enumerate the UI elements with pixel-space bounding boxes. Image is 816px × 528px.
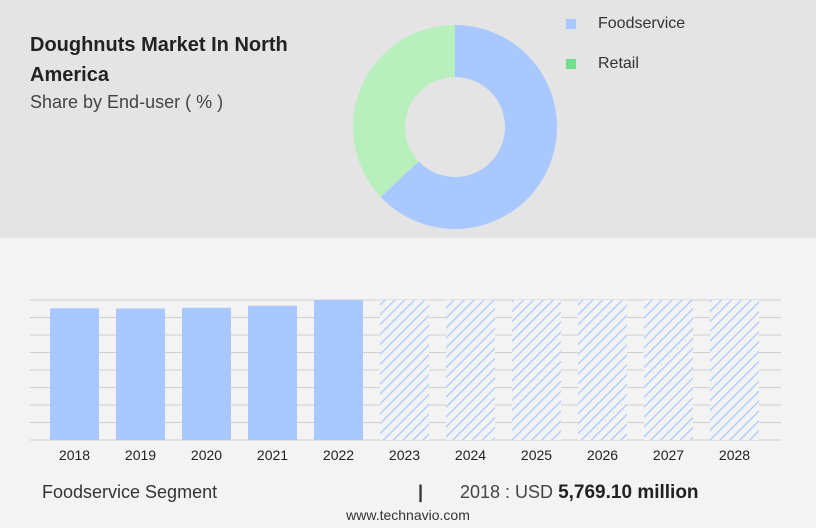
x-tick-label: 2021	[257, 447, 288, 463]
x-tick-label: 2023	[389, 447, 420, 463]
x-tick-label: 2026	[587, 447, 618, 463]
bar-chart: 2018 2019 2020 2021 2022 2023 2024 2025 2026 2027…	[30, 299, 781, 463]
chart-title: Doughnuts Market In North America	[30, 34, 288, 86]
divider: |	[418, 482, 424, 502]
segment-name: Foodservice Segment	[42, 482, 218, 502]
forecast-bar-2023	[380, 300, 429, 440]
x-tick-label: 2025	[521, 447, 552, 463]
legend: Foodservice Retail	[566, 12, 685, 92]
donut-slice-retail	[353, 25, 455, 197]
donut-slice-foodservice	[380, 25, 557, 229]
chart-subtitle: Share by End-user ( % )	[30, 92, 224, 112]
footer: Foodservice Segment | 2018 : USD 5,769.1…	[0, 474, 816, 514]
legend-swatch-foodservice	[566, 19, 576, 29]
x-tick-label: 2019	[125, 447, 156, 463]
forecast-bar-2026	[578, 300, 627, 440]
x-tick-label: 2018	[59, 447, 90, 463]
bar-2020	[182, 307, 231, 440]
legend-swatch-retail	[566, 59, 576, 69]
x-tick-label: 2020	[191, 447, 222, 463]
x-tick-label: 2022	[323, 447, 354, 463]
stat: 2018 : USD 5,769.10 million	[460, 482, 699, 504]
legend-item-retail: Retail	[566, 52, 685, 76]
legend-label-retail: Retail	[598, 55, 639, 72]
forecast-bar-2024	[446, 300, 495, 440]
bar-2021	[248, 305, 297, 440]
legend-item-foodservice: Foodservice	[566, 12, 685, 36]
x-tick-label: 2024	[455, 447, 486, 463]
bar-2018	[50, 308, 99, 440]
stat-prefix: 2018 : USD	[460, 482, 554, 502]
bar-2019	[116, 308, 165, 440]
x-tick-label: 2028	[719, 447, 750, 463]
legend-label-foodservice: Foodservice	[598, 15, 686, 32]
donut-chart	[353, 25, 557, 229]
forecast-bar-2028	[710, 300, 759, 440]
site-url[interactable]: www.technavio.com	[346, 507, 470, 523]
forecast-bar-2025	[512, 300, 561, 440]
top-panel: Doughnuts Market In North America Share …	[0, 0, 816, 238]
x-axis-labels: 2018 2019 2020 2021 2022 2023 2024 2025 2026 2027…	[59, 447, 750, 463]
bar-2022	[314, 300, 363, 440]
forecast-bar-2027	[644, 300, 693, 440]
stat-value: 5,769.10 million	[558, 482, 699, 503]
bars	[50, 300, 759, 440]
x-tick-label: 2027	[653, 447, 684, 463]
